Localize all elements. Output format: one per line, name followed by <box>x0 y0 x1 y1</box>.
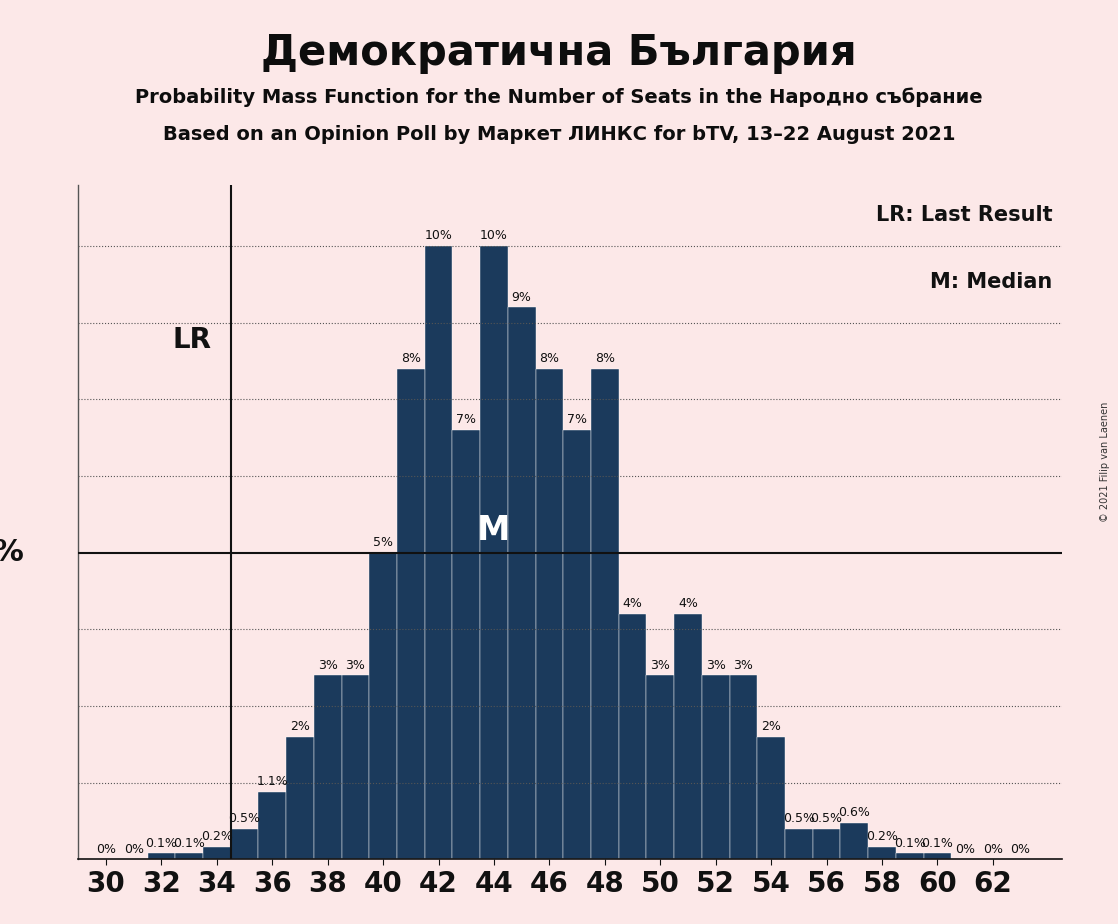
Bar <box>785 829 813 859</box>
Text: 7%: 7% <box>456 413 476 426</box>
Text: 0.5%: 0.5% <box>783 812 815 825</box>
Text: 8%: 8% <box>401 352 420 365</box>
Text: 3%: 3% <box>705 659 726 672</box>
Text: 0%: 0% <box>96 843 116 856</box>
Text: 0.1%: 0.1% <box>893 836 926 849</box>
Bar <box>176 853 203 859</box>
Bar <box>563 430 591 859</box>
Text: 3%: 3% <box>318 659 338 672</box>
Text: 3%: 3% <box>733 659 754 672</box>
Text: 0.1%: 0.1% <box>921 836 954 849</box>
Text: © 2021 Filip van Laenen: © 2021 Filip van Laenen <box>1100 402 1110 522</box>
Text: 7%: 7% <box>567 413 587 426</box>
Text: 4%: 4% <box>623 597 643 611</box>
Bar <box>674 614 702 859</box>
Text: 0.2%: 0.2% <box>201 831 233 844</box>
Bar <box>841 822 868 859</box>
Bar <box>425 246 453 859</box>
Text: M: M <box>477 514 511 547</box>
Text: 0.5%: 0.5% <box>228 812 260 825</box>
Bar <box>453 430 480 859</box>
Bar <box>757 736 785 859</box>
Text: 0%: 0% <box>1011 843 1031 856</box>
Text: 0%: 0% <box>983 843 1003 856</box>
Bar <box>286 736 314 859</box>
Bar <box>896 853 923 859</box>
Bar <box>480 246 508 859</box>
Text: 5%: 5% <box>0 538 25 567</box>
Bar <box>702 675 730 859</box>
Bar <box>369 553 397 859</box>
Text: Демократична България: Демократична България <box>262 32 856 74</box>
Text: 10%: 10% <box>425 229 453 242</box>
Text: 0%: 0% <box>124 843 144 856</box>
Text: 0.1%: 0.1% <box>173 836 205 849</box>
Bar <box>203 847 230 859</box>
Bar <box>646 675 674 859</box>
Text: 8%: 8% <box>595 352 615 365</box>
Text: 8%: 8% <box>539 352 559 365</box>
Text: 4%: 4% <box>678 597 698 611</box>
Bar <box>618 614 646 859</box>
Bar <box>341 675 369 859</box>
Text: 0.2%: 0.2% <box>866 831 898 844</box>
Text: LR: Last Result: LR: Last Result <box>875 205 1052 225</box>
Text: 2%: 2% <box>290 720 310 733</box>
Text: 0%: 0% <box>955 843 975 856</box>
Bar <box>230 829 258 859</box>
Text: 3%: 3% <box>345 659 366 672</box>
Bar <box>314 675 341 859</box>
Bar <box>813 829 841 859</box>
Text: Probability Mass Function for the Number of Seats in the Народно събрание: Probability Mass Function for the Number… <box>135 88 983 107</box>
Text: 0.5%: 0.5% <box>811 812 843 825</box>
Bar <box>923 853 951 859</box>
Text: 0.6%: 0.6% <box>838 806 870 819</box>
Bar <box>868 847 896 859</box>
Bar <box>258 792 286 859</box>
Text: 0.1%: 0.1% <box>145 836 178 849</box>
Text: 5%: 5% <box>373 536 394 549</box>
Text: 2%: 2% <box>761 720 781 733</box>
Text: 9%: 9% <box>512 291 532 304</box>
Bar <box>397 369 425 859</box>
Text: Based on an Opinion Poll by Маркет ЛИНКС for bTV, 13–22 August 2021: Based on an Opinion Poll by Маркет ЛИНКС… <box>163 125 955 144</box>
Bar <box>591 369 618 859</box>
Text: LR: LR <box>172 326 211 354</box>
Bar <box>536 369 563 859</box>
Text: 3%: 3% <box>651 659 670 672</box>
Bar <box>730 675 757 859</box>
Text: 1.1%: 1.1% <box>256 775 288 788</box>
Bar <box>148 853 176 859</box>
Bar <box>508 308 536 859</box>
Text: M: Median: M: Median <box>930 273 1052 293</box>
Text: 10%: 10% <box>480 229 508 242</box>
